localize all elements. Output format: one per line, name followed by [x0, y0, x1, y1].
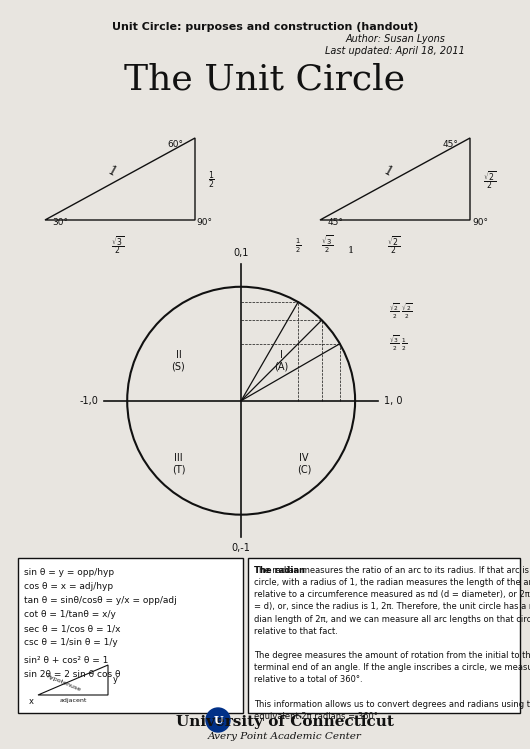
- Text: U: U: [213, 715, 223, 726]
- Text: III
(T): III (T): [172, 452, 185, 474]
- Text: y: y: [113, 676, 118, 685]
- Text: sec θ = 1/cos θ = 1/x: sec θ = 1/cos θ = 1/x: [24, 624, 120, 633]
- Text: Last updated: April 18, 2011: Last updated: April 18, 2011: [325, 46, 465, 56]
- Text: 1, 0: 1, 0: [384, 395, 402, 406]
- Text: $\frac{\sqrt{2}}{2}$: $\frac{\sqrt{2}}{2}$: [387, 234, 401, 256]
- Text: tan θ = sinθ/cosθ = y/x = opp/adj: tan θ = sinθ/cosθ = y/x = opp/adj: [24, 596, 176, 605]
- Text: cot θ = 1/tanθ = x/y: cot θ = 1/tanθ = x/y: [24, 610, 116, 619]
- Text: csc θ = 1/sin θ = 1/y: csc θ = 1/sin θ = 1/y: [24, 638, 118, 647]
- Text: adjacent: adjacent: [59, 698, 87, 703]
- Bar: [18, 558, 243, 713]
- Text: 1: 1: [348, 246, 355, 255]
- Text: The radian measures the ratio of an arc to its radius. If that arc is a
circle, : The radian measures the ratio of an arc …: [254, 566, 530, 721]
- Text: $\frac{\sqrt{3}}{2}\ \frac{1}{2}$: $\frac{\sqrt{3}}{2}\ \frac{1}{2}$: [390, 334, 408, 354]
- Text: I
(A): I (A): [274, 350, 288, 372]
- Text: 0,1: 0,1: [233, 248, 249, 258]
- Text: II
(S): II (S): [172, 350, 185, 372]
- Text: $\frac{\sqrt{2}}{2}\ \frac{\sqrt{2}}{2}$: $\frac{\sqrt{2}}{2}\ \frac{\sqrt{2}}{2}$: [390, 301, 413, 321]
- Bar: [248, 558, 520, 713]
- Text: x: x: [29, 697, 34, 706]
- Text: The Unit Circle: The Unit Circle: [125, 62, 405, 96]
- Text: 45°: 45°: [328, 218, 344, 227]
- Circle shape: [206, 708, 230, 732]
- Text: 60°: 60°: [167, 140, 183, 149]
- Text: 45°: 45°: [442, 140, 458, 149]
- Text: 30°: 30°: [52, 218, 68, 227]
- Text: 1: 1: [382, 164, 395, 180]
- Text: sin² θ + cos² θ = 1: sin² θ + cos² θ = 1: [24, 656, 108, 665]
- Text: Unit Circle: purposes and construction (handout): Unit Circle: purposes and construction (…: [112, 22, 418, 32]
- Text: sin 2θ = 2 sin θ cos θ: sin 2θ = 2 sin θ cos θ: [24, 670, 120, 679]
- Text: The radian: The radian: [254, 566, 305, 575]
- Text: 1: 1: [105, 164, 119, 180]
- Text: Avery Point Academic Center: Avery Point Academic Center: [208, 732, 362, 741]
- Text: Author: Susan Lyons: Author: Susan Lyons: [345, 34, 445, 44]
- Text: cos θ = x = adj/hyp: cos θ = x = adj/hyp: [24, 582, 113, 591]
- Text: sin θ = y = opp/hyp: sin θ = y = opp/hyp: [24, 568, 114, 577]
- Text: University of Connecticut: University of Connecticut: [176, 715, 394, 729]
- Text: IV
(C): IV (C): [297, 452, 311, 474]
- Text: 90°: 90°: [472, 218, 488, 227]
- Text: 90°: 90°: [196, 218, 212, 227]
- Text: $\frac{\sqrt{2}}{2}$: $\frac{\sqrt{2}}{2}$: [483, 169, 496, 191]
- Text: $\frac{1}{2}$: $\frac{1}{2}$: [208, 169, 215, 191]
- Text: $\frac{\sqrt{3}}{2}$: $\frac{\sqrt{3}}{2}$: [111, 234, 125, 256]
- Text: $\frac{1}{2}$: $\frac{1}{2}$: [295, 237, 301, 255]
- Text: hypotenuse: hypotenuse: [45, 673, 81, 692]
- Text: 0,-1: 0,-1: [232, 543, 251, 554]
- Text: -1,0: -1,0: [80, 395, 99, 406]
- Text: $\frac{\sqrt{3}}{2}$: $\frac{\sqrt{3}}{2}$: [321, 234, 333, 255]
